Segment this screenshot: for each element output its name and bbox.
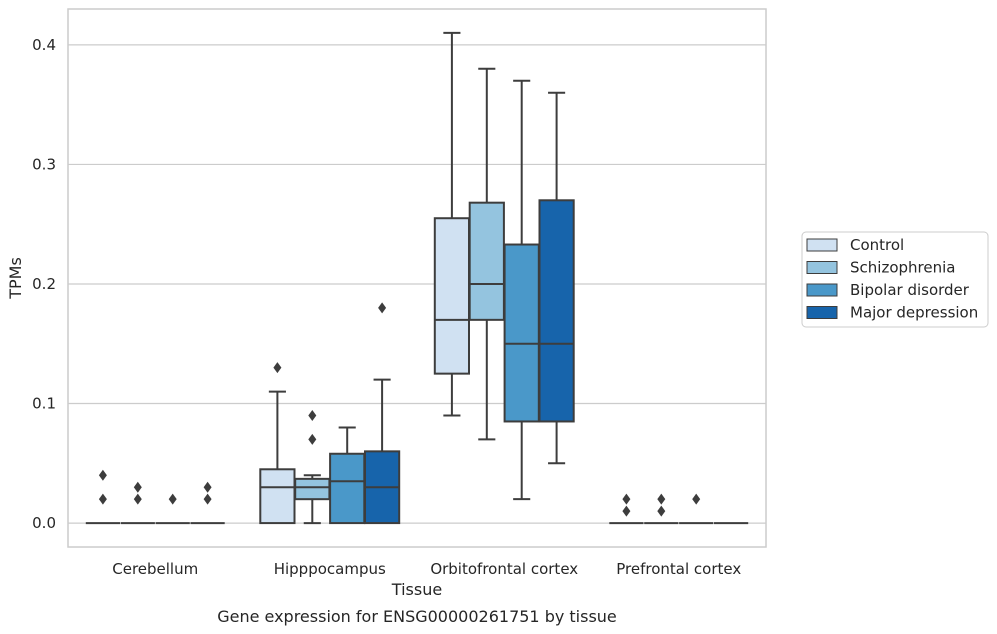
outlier-point <box>378 302 387 314</box>
box-cerebellum-control <box>85 469 121 525</box>
chart-caption: Gene expression for ENSG00000261751 by t… <box>217 607 617 626</box>
box-orbitofrontal-cortex-major-depression <box>538 91 575 465</box>
x-tick-label: Prefrontal cortex <box>616 560 741 578</box>
x-axis-ticks: Cerebellum Hipppocampus Orbitofrontal cort… <box>112 560 741 578</box>
box-cerebellum-schizophrenia <box>120 481 155 525</box>
box-body <box>294 477 331 501</box>
outlier-point <box>203 481 212 493</box>
box-hipppocampus-major-depression <box>363 302 401 525</box>
outlier-point <box>308 409 317 421</box>
legend-label: Control <box>850 236 904 254</box>
outlier-point <box>168 493 177 505</box>
box-prefrontal-cortex-control <box>609 493 644 525</box>
box-orbitofrontal-cortex-schizophrenia <box>468 67 505 441</box>
legend-label: Bipolar disorder <box>850 281 970 299</box>
x-axis-label: Tissue <box>391 580 442 599</box>
outlier-point <box>98 493 107 505</box>
box-body <box>259 468 296 525</box>
box-prefrontal-cortex-bipolar-disorder <box>679 493 714 525</box>
outlier-point <box>98 469 107 481</box>
box-body <box>538 199 575 423</box>
legend-label: Schizophrenia <box>850 259 955 277</box>
x-tick-label: Hipppocampus <box>274 560 386 578</box>
legend-frame <box>801 231 989 328</box>
outlier-point <box>622 505 631 517</box>
outlier-point <box>657 493 666 505</box>
box-cerebellum-bipolar-disorder <box>155 493 190 525</box>
outlier-point <box>657 505 666 517</box>
box-groups <box>85 31 749 525</box>
plot-area-frame <box>67 8 767 548</box>
box-hipppocampus-schizophrenia <box>294 409 331 525</box>
outlier-point <box>133 493 142 505</box>
legend-swatch <box>806 238 838 252</box>
y-axis-ticks: 0.0 0.1 0.2 0.3 0.4 <box>32 36 56 532</box>
outlier-point <box>133 481 142 493</box>
gridlines <box>68 44 766 524</box>
box-body <box>329 452 366 525</box>
legend-label: Major depression <box>850 304 978 322</box>
legend-swatch <box>806 306 838 319</box>
legend-swatch <box>806 283 838 297</box>
box-body <box>503 243 540 423</box>
box-hipppocampus-control <box>259 362 296 525</box>
x-tick-label: Orbitofrontal cortex <box>430 560 578 578</box>
y-tick-label: 0.1 <box>32 395 56 413</box>
outlier-point <box>692 493 701 505</box>
outlier-point <box>273 362 282 374</box>
legend-swatch <box>806 261 838 274</box>
box-prefrontal-cortex-schizophrenia <box>644 493 679 525</box>
box-hipppocampus-bipolar-disorder <box>329 426 366 525</box>
box-body <box>468 201 505 321</box>
box-orbitofrontal-cortex-control <box>433 31 471 417</box>
y-tick-label: 0.2 <box>32 275 56 293</box>
outlier-point <box>622 493 631 505</box>
box-body <box>433 217 471 375</box>
x-tick-label: Cerebellum <box>112 560 198 578</box>
y-axis-label: TPMs <box>6 257 25 300</box>
outlier-point <box>203 493 212 505</box>
y-tick-label: 0.0 <box>32 514 56 532</box>
outlier-point <box>308 433 317 445</box>
box-cerebellum-major-depression <box>190 481 225 525</box>
box-orbitofrontal-cortex-bipolar-disorder <box>503 79 540 501</box>
y-tick-label: 0.3 <box>32 155 56 173</box>
y-tick-label: 0.4 <box>32 36 56 54</box>
legend: Control Schizophrenia Bipolar disorder Majo… <box>801 231 989 328</box>
